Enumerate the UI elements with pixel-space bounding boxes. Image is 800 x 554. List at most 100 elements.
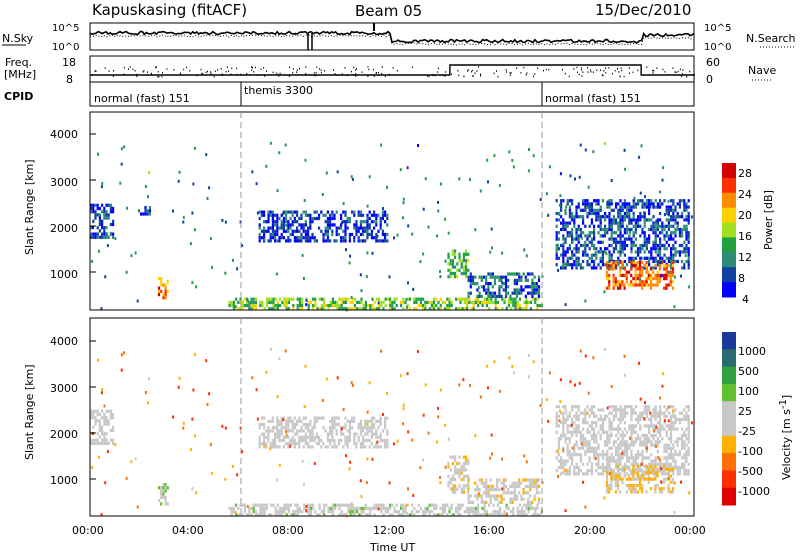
velocity-cell xyxy=(92,412,95,417)
power-cell xyxy=(276,226,279,230)
velocity-cell xyxy=(671,487,675,491)
nave-point xyxy=(474,72,476,75)
nave-point xyxy=(155,66,157,69)
velocity-cell xyxy=(663,421,666,425)
power-cell xyxy=(389,307,392,311)
power-cell xyxy=(593,247,596,251)
velocity-cell xyxy=(292,510,295,514)
power-cell xyxy=(357,236,360,240)
nave-point xyxy=(313,72,315,74)
velocity-cell xyxy=(663,411,666,415)
velocity-cell xyxy=(525,513,528,517)
power-cell xyxy=(515,291,519,295)
nave-point xyxy=(128,68,130,70)
velocity-cell xyxy=(534,506,537,510)
power-cell xyxy=(608,273,611,277)
velocity-cell xyxy=(681,465,684,470)
power-cell xyxy=(676,202,679,206)
power-cell xyxy=(335,229,338,233)
velocity-cell xyxy=(278,435,281,439)
velocity-cell xyxy=(353,419,356,423)
velocity-cell xyxy=(333,426,336,430)
power-cell xyxy=(555,247,558,251)
velocity-cell xyxy=(661,384,664,388)
power-cell xyxy=(353,297,356,301)
power-cell xyxy=(157,293,161,297)
power-cell xyxy=(669,277,672,281)
velocity-cell xyxy=(562,424,565,428)
velocity-cell xyxy=(300,435,303,439)
nave-point xyxy=(260,68,262,70)
velocity-cell xyxy=(672,456,675,460)
velocity-cell xyxy=(670,449,673,454)
power-cell xyxy=(564,224,567,228)
velocity-cell xyxy=(448,510,451,514)
power-cell xyxy=(375,213,378,217)
velocity-cell xyxy=(588,414,591,418)
velocity-cell xyxy=(375,419,378,423)
power-cell xyxy=(191,211,194,215)
velocity-cell xyxy=(584,505,587,509)
velocity-cell xyxy=(681,411,684,415)
power-cell xyxy=(672,215,675,219)
power-cell xyxy=(120,147,123,151)
velocity-cell xyxy=(96,419,99,423)
power-cell xyxy=(148,171,151,175)
velocity-cell xyxy=(667,405,670,409)
velocity-cell xyxy=(276,429,279,433)
velocity-cell xyxy=(285,503,288,507)
power-cell xyxy=(608,283,611,287)
nave-point xyxy=(672,67,674,69)
power-cell xyxy=(617,259,620,264)
velocity-cell xyxy=(97,358,99,362)
vel-ylabel: Slant Range [km] xyxy=(23,364,36,460)
velocity-cell xyxy=(619,411,622,415)
velocity-cell xyxy=(276,419,279,423)
velocity-cell xyxy=(280,426,283,430)
power-cell xyxy=(287,297,290,301)
velocity-cell xyxy=(303,506,306,510)
nave-point xyxy=(432,73,434,76)
velocity-cell xyxy=(608,405,611,409)
nave-point xyxy=(316,66,318,68)
nave-point xyxy=(361,71,363,73)
velocity-cell xyxy=(407,430,410,434)
nave-point xyxy=(334,73,336,75)
power-cell xyxy=(599,247,602,251)
velocity-cell xyxy=(597,443,600,447)
velocity-cell xyxy=(599,408,602,412)
velocity-cell xyxy=(258,435,261,439)
nave-point xyxy=(509,74,511,76)
velocity-cell xyxy=(678,449,681,454)
nave-point xyxy=(217,69,219,71)
velocity-cell xyxy=(386,442,389,446)
velocity-cell xyxy=(623,405,626,409)
power-cell xyxy=(265,297,268,301)
power-cell xyxy=(590,253,593,257)
power-cell xyxy=(98,235,101,239)
power-cell xyxy=(301,304,304,308)
power-cell xyxy=(643,224,646,228)
velocity-cell xyxy=(577,472,580,476)
power-cell xyxy=(468,300,471,304)
power-cell xyxy=(258,226,261,230)
power-cell xyxy=(366,229,369,233)
velocity-cell xyxy=(562,471,564,475)
velocity-cell xyxy=(571,453,574,457)
velocity-cell xyxy=(269,442,272,446)
vel-cbar-label: Velocity [m s-1] xyxy=(778,395,793,480)
velocity-cell xyxy=(674,465,677,470)
velocity-cell xyxy=(610,446,613,450)
power-cell xyxy=(670,208,673,212)
velocity-cell xyxy=(433,503,436,507)
power-cell xyxy=(621,261,624,265)
velocity-cell xyxy=(652,408,655,412)
velocity-cell xyxy=(480,478,483,482)
power-cell xyxy=(687,199,690,203)
power-cell xyxy=(366,236,369,240)
power-cell xyxy=(422,252,425,256)
power-cell xyxy=(359,210,362,214)
velocity-cell xyxy=(476,497,479,501)
velocity-cell xyxy=(529,481,532,485)
power-cell xyxy=(617,234,620,238)
